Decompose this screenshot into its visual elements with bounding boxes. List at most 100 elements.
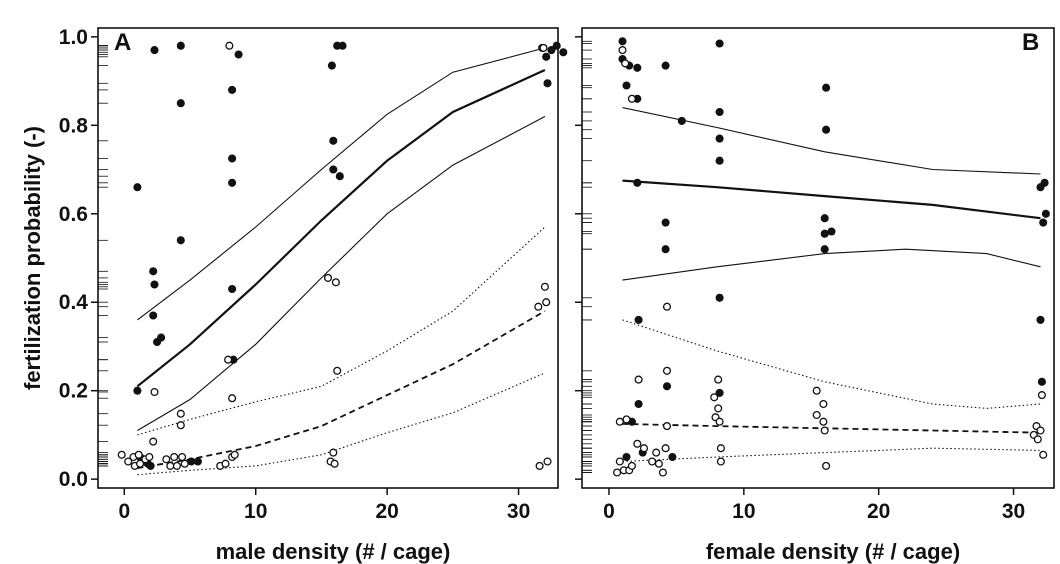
data-point-open bbox=[329, 448, 338, 457]
data-point-open bbox=[134, 450, 143, 459]
panel-b-rug bbox=[582, 40, 592, 473]
data-point-open bbox=[627, 461, 636, 470]
panel-a-rug bbox=[98, 45, 108, 467]
data-point-open bbox=[662, 422, 672, 431]
data-point-filled bbox=[133, 183, 142, 192]
data-point-filled bbox=[820, 245, 829, 254]
data-point-filled bbox=[662, 382, 672, 391]
data-point-open bbox=[618, 46, 627, 55]
data-point-filled bbox=[327, 61, 336, 70]
data-point-filled bbox=[149, 311, 158, 320]
data-point-open bbox=[333, 366, 342, 375]
panel-b-letter: B bbox=[1022, 29, 1039, 56]
data-point-open bbox=[662, 302, 672, 311]
data-point-filled bbox=[329, 136, 338, 145]
data-point-open bbox=[540, 282, 549, 291]
data-point-open bbox=[178, 452, 187, 462]
panel-b-x-axis-title: female density (# / cage) bbox=[706, 539, 960, 564]
data-point-filled bbox=[559, 48, 568, 57]
panel-b-frame bbox=[581, 27, 1055, 489]
data-point-open bbox=[652, 448, 661, 457]
data-point-filled bbox=[228, 178, 237, 187]
y-tick-label: 1.0 bbox=[59, 26, 88, 49]
x-tick-label: 0 bbox=[603, 500, 615, 523]
data-point-open bbox=[812, 410, 821, 420]
panel-a-frame bbox=[97, 27, 559, 489]
data-point-open bbox=[225, 41, 234, 50]
fit-line-solid-thick bbox=[136, 68, 546, 388]
data-point-filled bbox=[618, 37, 627, 46]
x-tick-label: 30 bbox=[1002, 500, 1025, 523]
data-point-open bbox=[714, 404, 723, 413]
data-point-filled bbox=[234, 50, 243, 59]
data-point-filled bbox=[547, 46, 556, 55]
data-point-open bbox=[615, 417, 624, 426]
data-point-open bbox=[145, 452, 154, 462]
data-point-open bbox=[330, 459, 339, 468]
y-tick-label: 0.6 bbox=[59, 203, 88, 226]
data-point-open bbox=[535, 461, 544, 470]
data-point-filled bbox=[335, 172, 344, 181]
data-point-filled bbox=[715, 39, 724, 48]
data-point-open bbox=[633, 439, 642, 448]
data-point-filled bbox=[715, 134, 724, 143]
data-point-open bbox=[534, 302, 543, 311]
data-point-filled bbox=[634, 399, 643, 409]
data-point-open bbox=[621, 59, 630, 68]
data-point-filled bbox=[622, 81, 631, 90]
data-point-open bbox=[622, 415, 631, 424]
data-point-filled bbox=[822, 125, 831, 134]
data-point-open bbox=[176, 421, 185, 430]
data-point-open bbox=[716, 444, 725, 453]
y-tick-label: 0.4 bbox=[59, 291, 89, 314]
data-point-open bbox=[224, 355, 233, 364]
data-point-open bbox=[539, 43, 548, 52]
data-point-filled bbox=[146, 461, 155, 470]
fit-line-solid-thin bbox=[137, 116, 546, 431]
data-point-filled bbox=[634, 315, 643, 324]
data-point-filled bbox=[1040, 178, 1049, 187]
data-point-filled bbox=[150, 46, 159, 55]
data-point-open bbox=[648, 457, 657, 466]
data-point-filled bbox=[715, 107, 724, 117]
data-point-filled bbox=[827, 227, 836, 236]
data-point-open bbox=[1036, 426, 1045, 435]
data-point-open bbox=[117, 450, 126, 459]
data-point-open bbox=[812, 386, 821, 395]
data-point-filled bbox=[149, 267, 158, 276]
panel-b-ticks: 0 10 20 30 bbox=[575, 36, 1025, 523]
data-point-open bbox=[170, 452, 179, 462]
data-point-filled bbox=[542, 52, 551, 61]
data-point-open bbox=[323, 273, 333, 282]
data-point-open bbox=[331, 278, 340, 287]
data-point-filled bbox=[228, 85, 237, 94]
data-point-open bbox=[228, 394, 237, 403]
data-point-filled bbox=[715, 388, 724, 397]
data-point-filled bbox=[661, 245, 670, 254]
data-point-open bbox=[654, 459, 663, 468]
data-point-filled bbox=[820, 214, 829, 223]
data-point-open bbox=[661, 444, 670, 453]
data-point-open bbox=[1037, 391, 1046, 400]
data-point-filled bbox=[661, 61, 670, 70]
data-point-open bbox=[543, 457, 552, 466]
data-point-open bbox=[613, 468, 622, 477]
data-point-open bbox=[639, 444, 649, 453]
data-point-filled bbox=[552, 41, 561, 50]
fit-line-dotted bbox=[622, 319, 1041, 409]
data-point-open bbox=[715, 417, 724, 426]
data-point-open bbox=[658, 468, 667, 477]
x-tick-label: 20 bbox=[867, 500, 890, 523]
data-point-open bbox=[1033, 435, 1042, 444]
data-point-filled bbox=[150, 280, 159, 289]
data-point-filled bbox=[338, 41, 347, 50]
panel-b: B 0 10 20 30 female density (# / cage) bbox=[575, 27, 1055, 564]
data-point-filled bbox=[228, 154, 237, 163]
fit-line-solid-thin bbox=[622, 248, 1041, 281]
data-point-open bbox=[822, 461, 831, 470]
data-point-open bbox=[221, 459, 230, 468]
data-point-open bbox=[172, 461, 181, 470]
panel-b-points bbox=[613, 37, 1050, 477]
data-point-open bbox=[1039, 450, 1048, 459]
data-point-filled bbox=[1041, 209, 1050, 218]
